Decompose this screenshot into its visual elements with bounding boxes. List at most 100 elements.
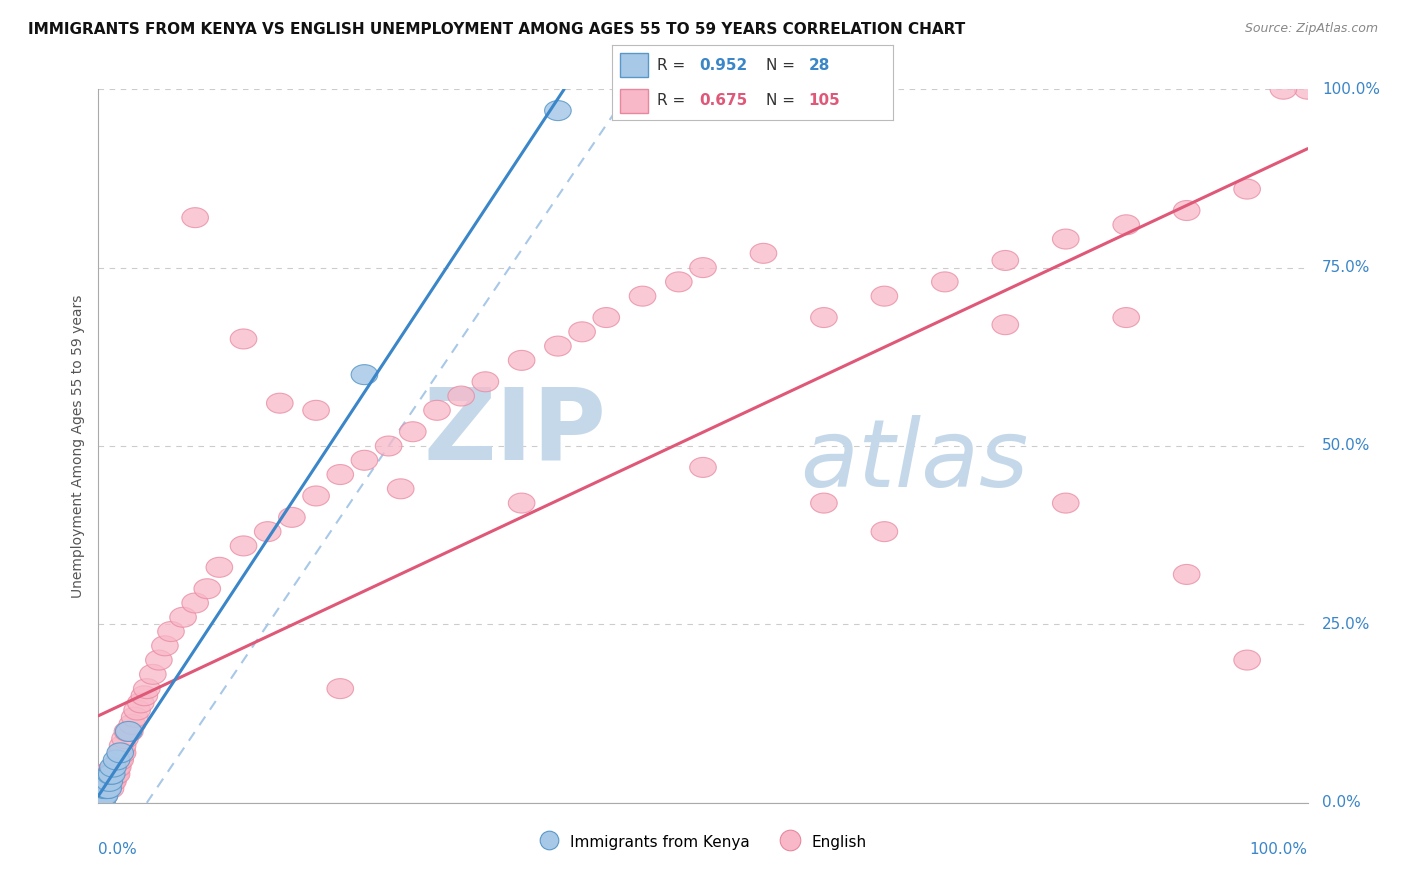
Ellipse shape	[89, 772, 115, 791]
Ellipse shape	[90, 786, 117, 805]
Ellipse shape	[1234, 179, 1260, 199]
Ellipse shape	[90, 764, 117, 784]
Ellipse shape	[89, 793, 115, 813]
Ellipse shape	[181, 593, 208, 613]
Ellipse shape	[690, 458, 716, 477]
Ellipse shape	[328, 465, 353, 484]
Text: R =: R =	[657, 58, 690, 72]
Ellipse shape	[278, 508, 305, 527]
Text: ZIP: ZIP	[423, 384, 606, 480]
Ellipse shape	[111, 729, 138, 748]
Text: 28: 28	[808, 58, 830, 72]
Ellipse shape	[91, 786, 118, 805]
Ellipse shape	[98, 764, 125, 784]
Ellipse shape	[107, 750, 134, 770]
Ellipse shape	[91, 779, 118, 798]
Ellipse shape	[1114, 215, 1139, 235]
Ellipse shape	[86, 779, 112, 798]
Ellipse shape	[87, 772, 114, 791]
Ellipse shape	[423, 401, 450, 420]
Ellipse shape	[93, 779, 120, 798]
Text: IMMIGRANTS FROM KENYA VS ENGLISH UNEMPLOYMENT AMONG AGES 55 TO 59 YEARS CORRELAT: IMMIGRANTS FROM KENYA VS ENGLISH UNEMPLO…	[28, 22, 966, 37]
FancyBboxPatch shape	[620, 53, 648, 78]
Ellipse shape	[103, 757, 129, 777]
Ellipse shape	[509, 493, 534, 513]
Ellipse shape	[96, 772, 122, 791]
Ellipse shape	[87, 779, 114, 798]
Ellipse shape	[100, 757, 127, 777]
Ellipse shape	[139, 665, 166, 684]
Ellipse shape	[87, 779, 114, 798]
Ellipse shape	[872, 522, 897, 541]
Ellipse shape	[89, 786, 115, 805]
Ellipse shape	[90, 772, 117, 791]
Ellipse shape	[1174, 565, 1199, 584]
Ellipse shape	[751, 244, 776, 263]
Ellipse shape	[89, 779, 115, 798]
Ellipse shape	[231, 536, 257, 556]
Ellipse shape	[124, 700, 150, 720]
Ellipse shape	[87, 786, 114, 805]
Ellipse shape	[97, 779, 124, 798]
Ellipse shape	[89, 772, 115, 791]
Ellipse shape	[207, 558, 232, 577]
Ellipse shape	[91, 772, 118, 791]
Text: 100.0%: 100.0%	[1250, 842, 1308, 857]
Ellipse shape	[87, 793, 114, 813]
Ellipse shape	[103, 757, 129, 777]
Ellipse shape	[97, 772, 124, 791]
Ellipse shape	[1295, 79, 1320, 99]
Ellipse shape	[96, 764, 122, 784]
Ellipse shape	[94, 779, 120, 798]
Ellipse shape	[107, 743, 134, 763]
Ellipse shape	[94, 772, 121, 791]
Ellipse shape	[811, 493, 837, 513]
Ellipse shape	[630, 286, 655, 306]
Ellipse shape	[1053, 229, 1078, 249]
Ellipse shape	[131, 686, 157, 706]
Text: 50.0%: 50.0%	[1322, 439, 1371, 453]
Ellipse shape	[267, 393, 292, 413]
Ellipse shape	[108, 743, 135, 763]
Ellipse shape	[93, 772, 120, 791]
Ellipse shape	[593, 308, 620, 327]
Ellipse shape	[94, 779, 121, 798]
Ellipse shape	[94, 772, 120, 791]
Ellipse shape	[302, 486, 329, 506]
Ellipse shape	[100, 764, 127, 784]
Text: 75.0%: 75.0%	[1322, 260, 1371, 275]
FancyBboxPatch shape	[620, 88, 648, 112]
Ellipse shape	[90, 772, 117, 791]
Ellipse shape	[157, 622, 184, 641]
Ellipse shape	[86, 786, 112, 805]
Ellipse shape	[91, 779, 118, 798]
Text: N =: N =	[766, 93, 800, 108]
Ellipse shape	[89, 779, 115, 798]
Ellipse shape	[544, 101, 571, 120]
Ellipse shape	[110, 736, 136, 756]
Y-axis label: Unemployment Among Ages 55 to 59 years: Unemployment Among Ages 55 to 59 years	[70, 294, 84, 598]
Ellipse shape	[120, 714, 146, 734]
Ellipse shape	[100, 772, 127, 791]
Ellipse shape	[1114, 308, 1139, 327]
Ellipse shape	[90, 779, 117, 798]
Ellipse shape	[94, 779, 120, 798]
Ellipse shape	[146, 650, 172, 670]
Ellipse shape	[352, 450, 378, 470]
Ellipse shape	[93, 764, 120, 784]
Ellipse shape	[103, 764, 129, 784]
Ellipse shape	[115, 722, 142, 741]
Ellipse shape	[121, 707, 148, 727]
Ellipse shape	[90, 786, 117, 805]
Ellipse shape	[1174, 201, 1199, 220]
Ellipse shape	[105, 750, 132, 770]
Text: 0.952: 0.952	[699, 58, 747, 72]
Text: Source: ZipAtlas.com: Source: ZipAtlas.com	[1244, 22, 1378, 36]
Ellipse shape	[134, 679, 160, 698]
Ellipse shape	[89, 786, 115, 805]
Ellipse shape	[811, 308, 837, 327]
Ellipse shape	[352, 365, 378, 384]
Text: 0.0%: 0.0%	[98, 842, 138, 857]
Text: N =: N =	[766, 58, 800, 72]
Text: 0.675: 0.675	[699, 93, 747, 108]
